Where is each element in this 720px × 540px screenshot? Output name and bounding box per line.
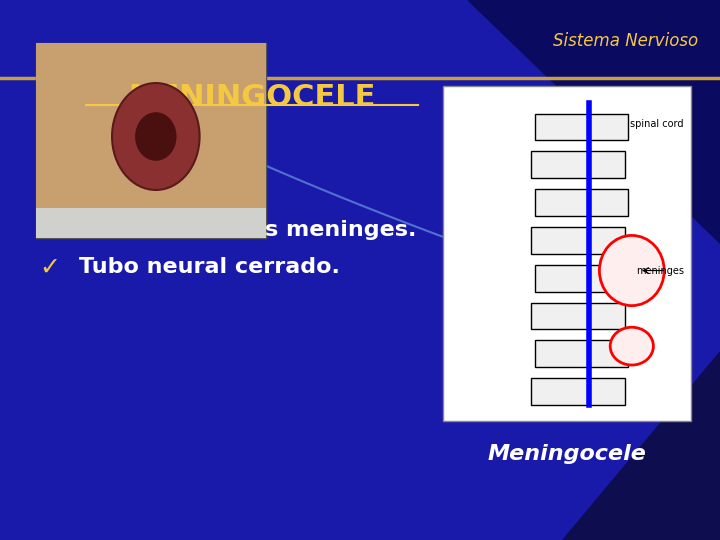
Text: ✓: ✓	[40, 255, 60, 279]
Text: MENINGOCELE: MENINGOCELE	[128, 83, 376, 112]
Bar	[534, 113, 628, 140]
Bar	[531, 227, 625, 254]
Bar	[36, 43, 266, 238]
Bar	[36, 208, 266, 238]
Text: Meningocele: Meningocele	[487, 443, 647, 464]
Bar	[531, 302, 625, 329]
Text: Protrusín de las meninges.: Protrusín de las meninges.	[79, 219, 417, 240]
Text: spinal cord: spinal cord	[631, 119, 684, 129]
Polygon shape	[562, 351, 720, 540]
Ellipse shape	[112, 83, 199, 190]
Text: Tubo neural cerrado.: Tubo neural cerrado.	[79, 257, 340, 278]
Text: Sistema Nervioso: Sistema Nervioso	[553, 31, 698, 50]
Ellipse shape	[599, 235, 664, 306]
Bar	[534, 340, 628, 367]
Ellipse shape	[135, 112, 176, 161]
FancyBboxPatch shape	[443, 86, 691, 421]
Bar	[36, 43, 266, 238]
Ellipse shape	[610, 327, 654, 365]
Bar	[531, 378, 625, 405]
Bar	[534, 265, 628, 292]
Bar	[534, 189, 628, 216]
Text: meninges: meninges	[636, 266, 684, 275]
Bar	[531, 151, 625, 178]
Polygon shape	[468, 0, 720, 243]
Text: ✓: ✓	[40, 218, 60, 241]
